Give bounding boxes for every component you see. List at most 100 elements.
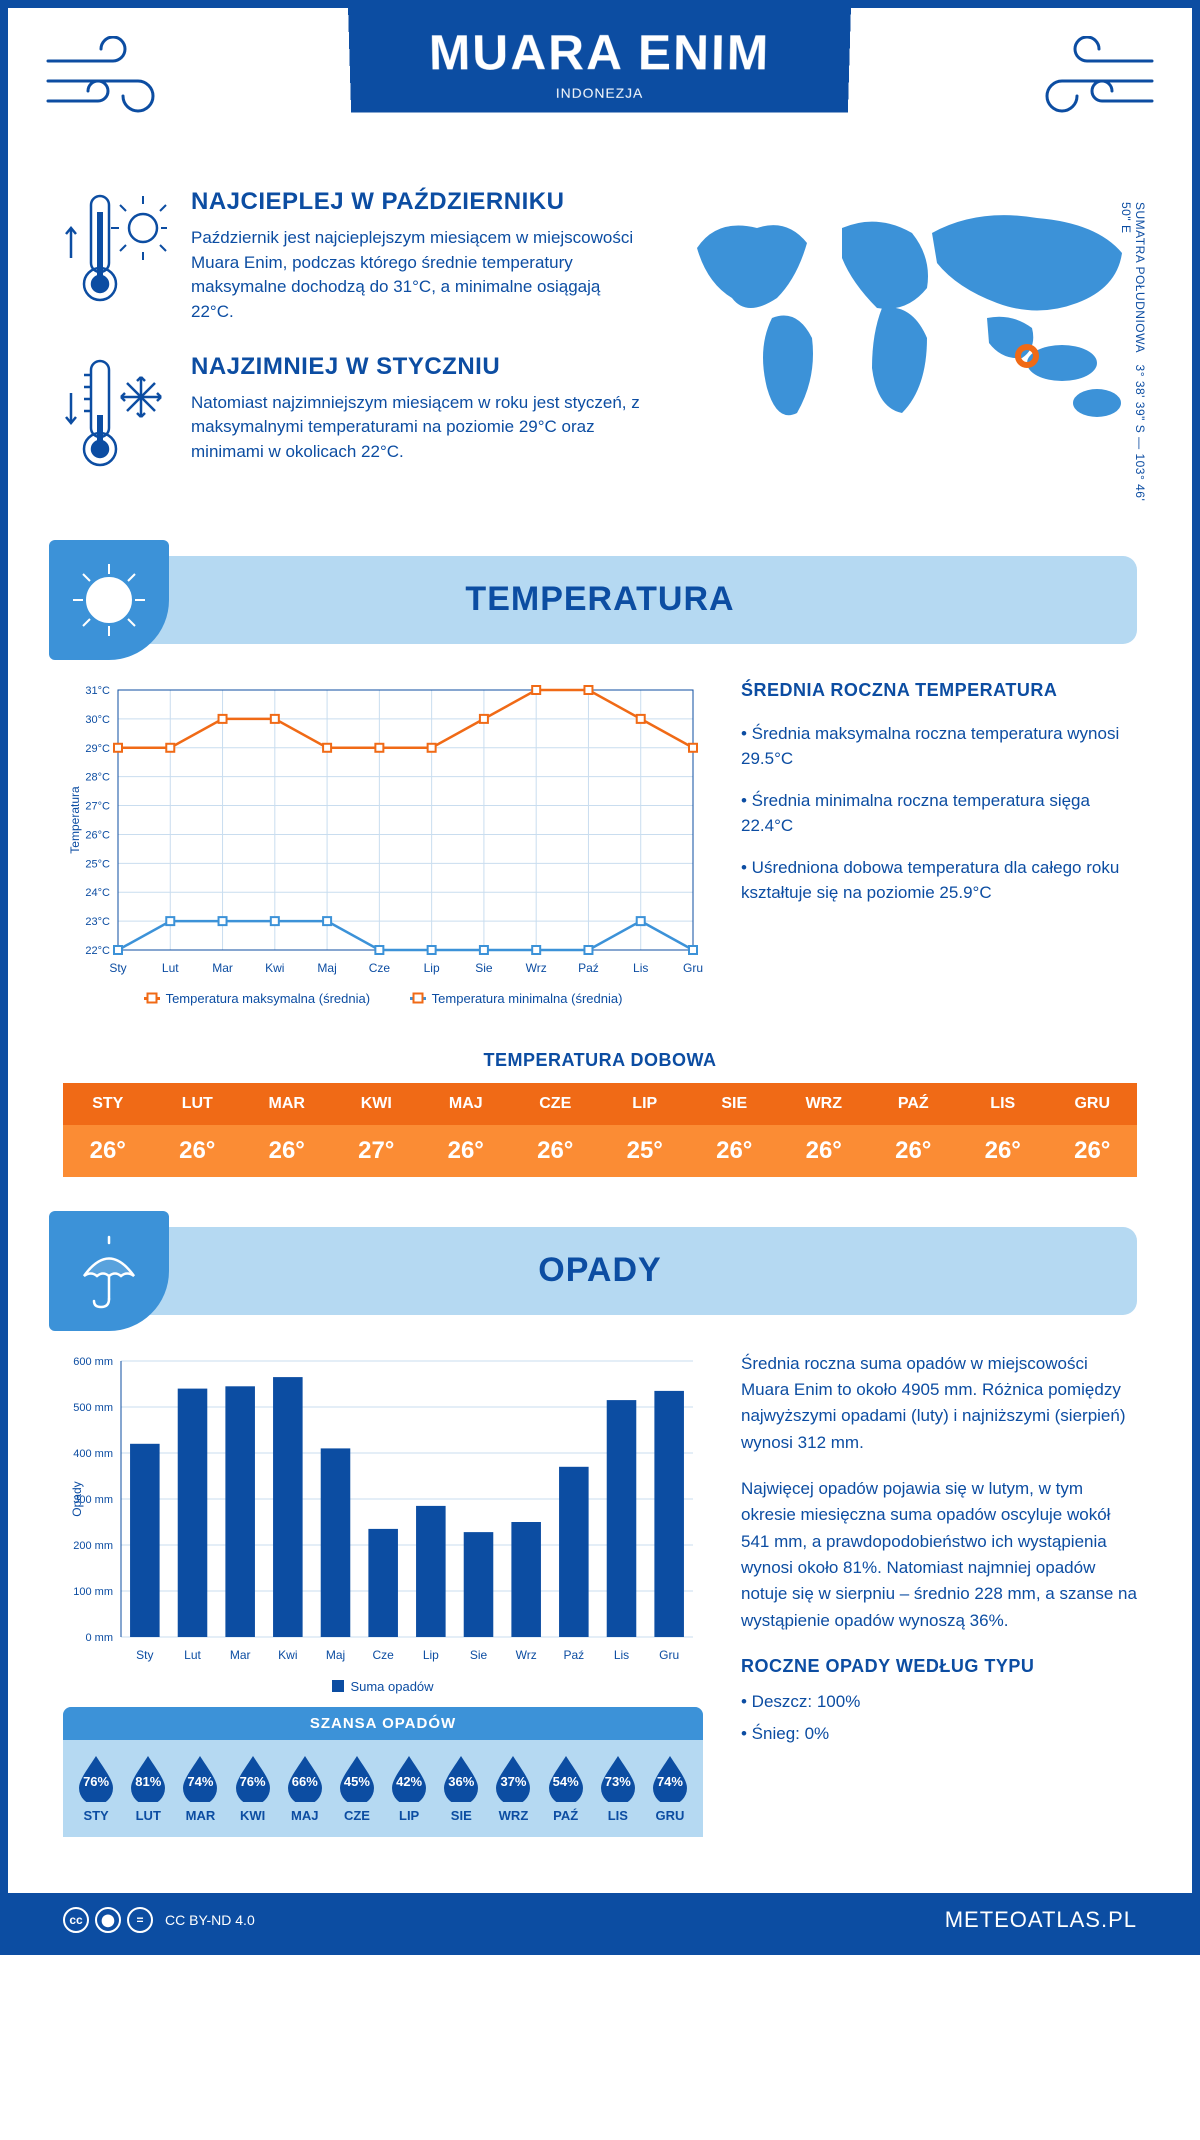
chance-cell: 73% LIS xyxy=(593,1752,643,1823)
month-header: LIP xyxy=(600,1083,690,1125)
chance-cell: 37% WRZ xyxy=(488,1752,538,1823)
fact-cold-title: NAJZIMNIEJ W STYCZNIU xyxy=(191,353,647,381)
month-header: PAŹ xyxy=(869,1083,959,1125)
chance-title: SZANSA OPADÓW xyxy=(63,1707,703,1740)
daily-temp-value: 26° xyxy=(690,1125,780,1177)
month-header: WRZ xyxy=(779,1083,869,1125)
daily-temp-value: 26° xyxy=(869,1125,959,1177)
temp-bullet: • Uśredniona dobowa temperatura dla całe… xyxy=(741,855,1137,906)
thermometer-cold-icon xyxy=(63,353,173,478)
temp-info-title: ŚREDNIA ROCZNA TEMPERATURA xyxy=(741,680,1137,701)
month-header: KWI xyxy=(332,1083,422,1125)
svg-text:200 mm: 200 mm xyxy=(73,1540,113,1552)
svg-text:Lis: Lis xyxy=(614,1648,629,1662)
svg-text:26°C: 26°C xyxy=(85,829,110,841)
precip-para: Najwięcej opadów pojawia się w lutym, w … xyxy=(741,1476,1137,1634)
daily-temp-value: 26° xyxy=(242,1125,332,1177)
svg-text:23°C: 23°C xyxy=(85,916,110,928)
daily-temp-value: 26° xyxy=(63,1125,153,1177)
daily-temp-value: 26° xyxy=(958,1125,1048,1177)
nd-icon: = xyxy=(127,1907,153,1933)
fact-hot-text: Październik jest najcieplejszym miesiące… xyxy=(191,226,647,325)
daily-temp-value: 27° xyxy=(332,1125,422,1177)
precip-type-line: • Śnieg: 0% xyxy=(741,1721,1137,1747)
chance-cell: 42% LIP xyxy=(384,1752,434,1823)
fact-hot-title: NAJCIEPLEJ W PAŹDZIERNIKU xyxy=(191,188,647,216)
chance-cell: 74% MAR xyxy=(175,1752,225,1823)
svg-text:Cze: Cze xyxy=(372,1648,394,1662)
svg-text:600 mm: 600 mm xyxy=(73,1356,113,1368)
month-header: SIE xyxy=(690,1083,780,1125)
title-banner: MUARA ENIM INDONEZJA xyxy=(348,6,851,112)
brand: METEOATLAS.PL xyxy=(945,1907,1137,1933)
umbrella-icon xyxy=(49,1211,169,1331)
svg-text:Sty: Sty xyxy=(136,1648,153,1662)
month-header: GRU xyxy=(1048,1083,1138,1125)
month-header: MAR xyxy=(242,1083,332,1125)
svg-text:30°C: 30°C xyxy=(85,713,110,725)
month-header: STY xyxy=(63,1083,153,1125)
by-icon: ⬤ xyxy=(95,1907,121,1933)
svg-text:Lut: Lut xyxy=(162,961,179,975)
chance-cell: 76% STY xyxy=(71,1752,121,1823)
footer: cc ⬤ = CC BY-ND 4.0 METEOATLAS.PL xyxy=(8,1893,1192,1947)
svg-text:31°C: 31°C xyxy=(85,685,110,697)
svg-text:Paź: Paź xyxy=(578,961,599,975)
svg-text:Sie: Sie xyxy=(470,1648,488,1662)
svg-text:22°C: 22°C xyxy=(85,945,110,957)
page-title: MUARA ENIM xyxy=(429,24,771,81)
svg-text:Temperatura: Temperatura xyxy=(68,786,82,854)
month-header: LUT xyxy=(153,1083,243,1125)
daily-temp-value: 26° xyxy=(511,1125,601,1177)
coordinates: SUMATRA POŁUDNIOWA 3° 38' 39" S — 103° 4… xyxy=(1119,202,1147,506)
temp-bullet: • Średnia maksymalna roczna temperatura … xyxy=(741,721,1137,772)
svg-text:Paź: Paź xyxy=(563,1648,584,1662)
cc-icons: cc ⬤ = xyxy=(63,1907,153,1933)
header: MUARA ENIM INDONEZJA xyxy=(8,8,1192,168)
world-map: SUMATRA POŁUDNIOWA 3° 38' 39" S — 103° 4… xyxy=(677,188,1137,506)
svg-text:Sty: Sty xyxy=(109,961,126,975)
svg-text:Lut: Lut xyxy=(184,1648,201,1662)
daily-temp-value: 25° xyxy=(600,1125,690,1177)
svg-text:29°C: 29°C xyxy=(85,742,110,754)
svg-text:Wrz: Wrz xyxy=(516,1648,537,1662)
sun-icon xyxy=(49,540,169,660)
intro-section: NAJCIEPLEJ W PAŹDZIERNIKU Październik je… xyxy=(8,168,1192,536)
chance-cell: 45% CZE xyxy=(332,1752,382,1823)
thermometer-hot-icon xyxy=(63,188,173,325)
license-text: CC BY-ND 4.0 xyxy=(165,1912,255,1928)
temperature-summary: ŚREDNIA ROCZNA TEMPERATURA • Średnia mak… xyxy=(741,680,1137,922)
precipitation-banner: OPADY xyxy=(63,1227,1137,1315)
fact-cold-text: Natomiast najzimniejszym miesiącem w rok… xyxy=(191,391,647,465)
wind-icon xyxy=(1022,36,1162,126)
month-header: MAJ xyxy=(421,1083,511,1125)
chance-cell: 81% LUT xyxy=(123,1752,173,1823)
precipitation-summary: Średnia roczna suma opadów w miejscowośc… xyxy=(741,1351,1137,1754)
svg-text:Kwi: Kwi xyxy=(265,961,284,975)
svg-text:100 mm: 100 mm xyxy=(73,1586,113,1598)
svg-text:Gru: Gru xyxy=(683,961,703,975)
svg-text:Sie: Sie xyxy=(475,961,493,975)
svg-text:Lip: Lip xyxy=(423,1648,439,1662)
svg-text:Mar: Mar xyxy=(212,961,233,975)
precip-para: Średnia roczna suma opadów w miejscowośc… xyxy=(741,1351,1137,1456)
fact-hottest: NAJCIEPLEJ W PAŹDZIERNIKU Październik je… xyxy=(63,188,647,325)
svg-text:Mar: Mar xyxy=(230,1648,251,1662)
daily-temp-title: TEMPERATURA DOBOWA xyxy=(8,1050,1192,1071)
fact-coldest: NAJZIMNIEJ W STYCZNIU Natomiast najzimni… xyxy=(63,353,647,478)
month-header: LIS xyxy=(958,1083,1048,1125)
daily-temp-value: 26° xyxy=(779,1125,869,1177)
temperature-banner: TEMPERATURA xyxy=(63,556,1137,644)
month-header: CZE xyxy=(511,1083,601,1125)
section-title: OPADY xyxy=(538,1251,661,1290)
temp-bullet: • Średnia minimalna roczna temperatura s… xyxy=(741,788,1137,839)
daily-temp-table: STYLUTMARKWIMAJCZELIPSIEWRZPAŹLISGRU 26°… xyxy=(63,1083,1137,1177)
svg-text:Lip: Lip xyxy=(424,961,440,975)
legend-precip: Suma opadów xyxy=(332,1679,433,1694)
legend-max: .lsq:nth-child(1)::after{border-color:#f… xyxy=(144,991,370,1006)
chance-cell: 74% GRU xyxy=(645,1752,695,1823)
section-title: TEMPERATURA xyxy=(465,580,734,619)
chance-cell: 66% MAJ xyxy=(280,1752,330,1823)
svg-text:500 mm: 500 mm xyxy=(73,1402,113,1414)
svg-text:Lis: Lis xyxy=(633,961,648,975)
